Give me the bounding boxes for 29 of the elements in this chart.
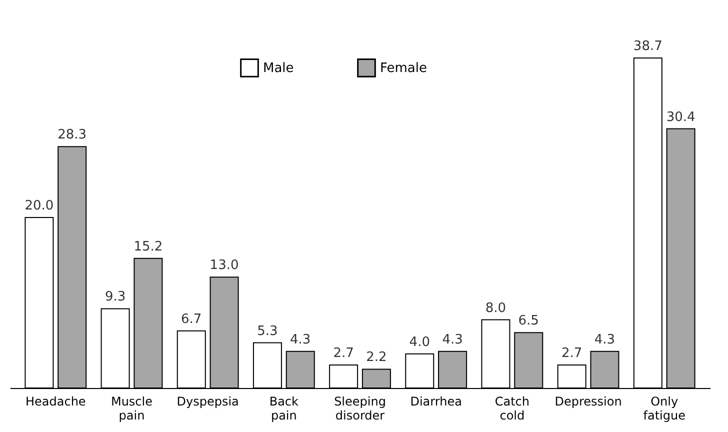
x-tick-label: Sleeping disorder [334, 394, 386, 422]
data-label: 4.3 [442, 332, 463, 348]
x-tick-label: Back pain [269, 394, 299, 422]
data-label: 28.3 [58, 128, 87, 143]
x-tick-label: Catch cold [494, 394, 530, 422]
x-tick-label: Depression [554, 394, 622, 408]
data-label: 4.3 [594, 332, 616, 348]
data-label: 2.7 [561, 346, 582, 361]
x-tick-label: Diarrhea [410, 394, 462, 408]
data-label: 6.5 [518, 314, 539, 329]
x-tick-label: Dyspepsia [176, 394, 239, 408]
x-tick-label: Headache [25, 394, 86, 408]
data-label: 38.7 [633, 39, 662, 54]
data-label: 9.3 [104, 290, 126, 305]
data-label: 6.7 [181, 312, 202, 327]
data-label: 4.3 [290, 332, 311, 348]
data-label: 4.0 [409, 334, 430, 350]
x-tick-label: Muscle pain [110, 394, 153, 422]
x-tick-label: Only fatigue [643, 394, 686, 422]
data-label: 2.7 [333, 346, 354, 361]
data-label: 8.0 [485, 300, 506, 316]
data-label: 2.2 [366, 350, 387, 366]
legend-label: Female [380, 60, 428, 76]
data-label: 20.0 [24, 198, 54, 214]
data-label: 15.2 [134, 239, 163, 254]
legend-label: Male [263, 60, 294, 76]
data-label: 5.3 [257, 324, 278, 339]
data-label: 30.4 [666, 110, 696, 125]
data-label: 13.0 [210, 258, 239, 274]
